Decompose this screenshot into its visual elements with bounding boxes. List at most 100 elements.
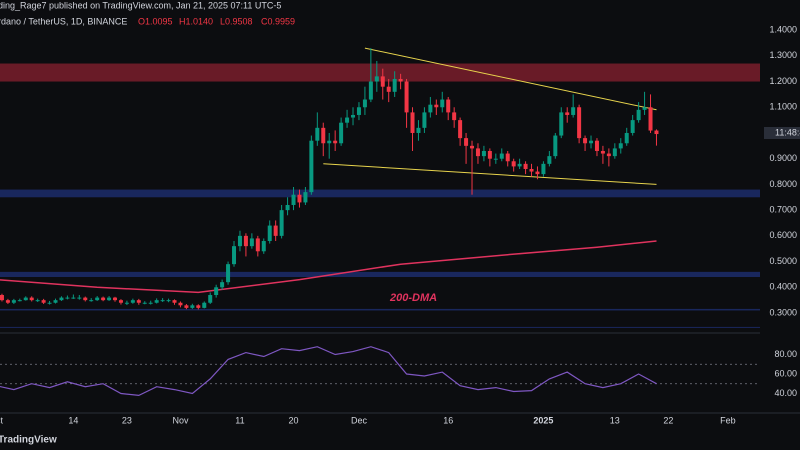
candle-body: [118, 300, 123, 303]
candle-body: [345, 117, 350, 123]
x-tick-label: 13: [610, 415, 620, 425]
x-tick-label: Nov: [172, 415, 189, 425]
candle-body: [464, 138, 469, 146]
candle-body: [285, 204, 290, 211]
x-tick-label: 14: [68, 415, 78, 425]
y-tick-label: 0.8000: [769, 179, 797, 189]
candle-body: [386, 86, 391, 92]
candle-body: [59, 297, 64, 301]
candle-body: [577, 107, 582, 139]
candle-body: [53, 300, 58, 303]
candle-body: [523, 163, 528, 169]
candle-body: [130, 300, 135, 303]
candle-body: [470, 145, 475, 149]
candle-body: [589, 140, 594, 144]
candle-body: [136, 300, 141, 303]
ohlc-value: L0.9508: [220, 16, 253, 26]
candle-body: [368, 81, 373, 100]
candle-body: [83, 297, 88, 301]
candle-body: [505, 153, 510, 162]
candle-body: [648, 107, 653, 131]
candle-body: [475, 148, 480, 157]
candle-body: [333, 140, 338, 144]
candle-body: [339, 122, 344, 144]
candle-body: [124, 302, 129, 304]
countdown-box: [764, 127, 800, 139]
candle-body: [89, 300, 94, 302]
candle-body: [160, 300, 165, 302]
candle-body: [261, 241, 266, 252]
zones: [0, 63, 760, 328]
candle-body: [428, 104, 433, 113]
candle-body: [547, 156, 552, 164]
candle-body: [493, 158, 498, 160]
candle-body: [416, 127, 421, 133]
candle-body: [356, 107, 361, 115]
candle-body: [107, 297, 112, 301]
candle-body: [154, 300, 159, 303]
candle-body: [630, 120, 635, 133]
candle-body: [11, 300, 16, 303]
candle-body: [226, 264, 231, 283]
candle-body: [618, 143, 623, 149]
candle-body: [273, 225, 278, 236]
zone: [0, 308, 760, 311]
x-tick-label: 11: [235, 415, 244, 425]
candle-body: [410, 112, 415, 133]
candle-body: [499, 153, 504, 159]
candle-body: [101, 297, 106, 301]
candle-body: [47, 302, 52, 304]
candle-body: [29, 297, 34, 301]
zone: [0, 63, 760, 82]
rsi-tick-label: 40.00: [774, 388, 797, 398]
candle-body: [17, 300, 22, 302]
x-tick-label: Feb: [720, 415, 736, 425]
candle-body: [291, 194, 296, 205]
x-tick-label: 23: [122, 415, 132, 425]
y-tick-label: 0.7000: [769, 205, 797, 215]
candle-body: [297, 194, 302, 203]
candle-body: [446, 99, 451, 113]
candle-body: [362, 99, 367, 108]
candle-body: [541, 163, 546, 175]
candle-body: [606, 153, 611, 157]
candle-body: [65, 297, 70, 299]
candle-body: [565, 112, 570, 115]
candle-body: [636, 109, 641, 121]
rsi-tick-label: 60.00: [774, 368, 797, 378]
candle-body: [303, 192, 308, 203]
candle-body: [0, 295, 4, 301]
candle-body: [559, 112, 564, 136]
candle-body: [148, 302, 153, 304]
candle-body: [624, 132, 629, 144]
candle-body: [95, 297, 100, 301]
y-tick-label: 0.9000: [769, 153, 797, 163]
symbol: rdano / TetherUS, 1D, BINANCE: [0, 16, 127, 26]
candle-body: [404, 81, 409, 113]
candle-body: [255, 238, 260, 252]
y-tick-label: 0.5000: [769, 256, 797, 266]
candle-body: [422, 112, 427, 128]
header: ding_Rage7 published on TradingView.com,…: [0, 0, 281, 10]
candle-body: [517, 163, 522, 167]
candle-body: [77, 297, 82, 299]
candle-body: [113, 297, 118, 301]
rsi-line: [0, 346, 657, 397]
candle-body: [196, 305, 201, 308]
candle-body: [612, 148, 617, 157]
candle-body: [184, 305, 189, 308]
x-tick-label: Dec: [351, 415, 368, 425]
candle-body: [142, 302, 147, 304]
candle-body: [249, 238, 254, 247]
candle-body: [166, 300, 171, 302]
x-tick-label: 22: [663, 415, 673, 425]
candle-body: [434, 104, 439, 108]
rsi-tick-label: 80.00: [774, 349, 797, 359]
candle-body: [279, 210, 284, 236]
y-tick-label: 0.3000: [769, 307, 797, 317]
x-tick-label: 16: [443, 415, 453, 425]
dma-line: [0, 240, 657, 294]
candle-body: [321, 127, 326, 144]
